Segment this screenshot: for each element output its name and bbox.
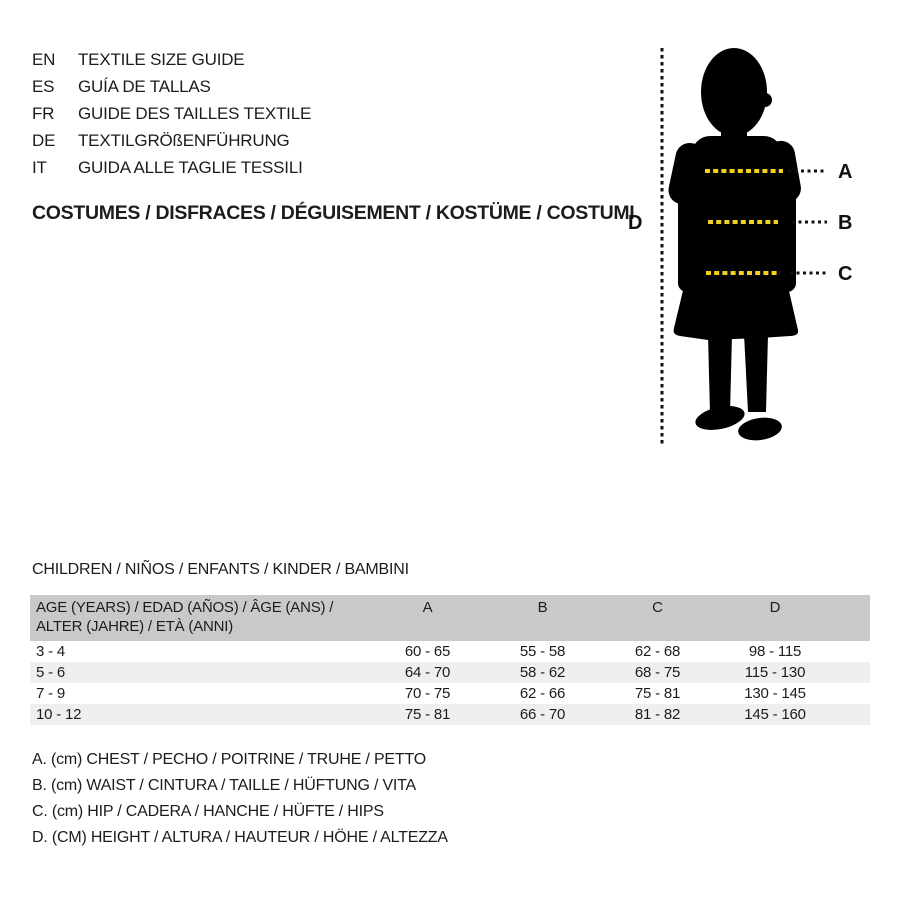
size-row: 7 - 9 70 - 75 62 - 66 75 - 81 130 - 145 bbox=[30, 683, 870, 704]
column-header-b: B bbox=[485, 595, 600, 641]
language-label: GUÍA DE TALLAS bbox=[78, 77, 211, 96]
hip-cell: 75 - 81 bbox=[634, 685, 681, 702]
age-cell: 5 - 6 bbox=[36, 664, 66, 681]
legend-item-hip: C. (cm) HIP / CADERA / HANCHE / HÜFTE / … bbox=[32, 803, 384, 820]
height-cell: 115 - 130 bbox=[744, 664, 806, 681]
age-column-header: AGE (YEARS) / EDAD (AÑOS) / ÂGE (ANS) / … bbox=[30, 595, 370, 641]
waist-cell: 55 - 58 bbox=[519, 643, 566, 660]
size-chart-title: CHILDREN / NIÑOS / ENFANTS / KINDER / BA… bbox=[32, 561, 409, 578]
size-table: AGE (YEARS) / EDAD (AÑOS) / ÂGE (ANS) / … bbox=[30, 595, 870, 725]
language-code: FR bbox=[32, 104, 55, 123]
spacer-column-header bbox=[835, 595, 870, 641]
column-header-c: C bbox=[600, 595, 715, 641]
language-row: EN TEXTILE SIZE GUIDE bbox=[32, 46, 311, 73]
measurement-legend: A. (cm) CHEST / PECHO / POITRINE / TRUHE… bbox=[32, 747, 448, 851]
chest-cell: 75 - 81 bbox=[404, 706, 451, 723]
age-header-line2: ALTER (JAHRE) / ETÀ (ANNI) bbox=[36, 618, 234, 635]
child-silhouette bbox=[668, 48, 801, 441]
age-cell: 7 - 9 bbox=[36, 685, 66, 702]
size-row: 5 - 6 64 - 70 58 - 62 68 - 75 115 - 130 bbox=[30, 662, 870, 683]
hip-cell: 81 - 82 bbox=[634, 706, 681, 723]
age-header-line1: AGE (YEARS) / EDAD (AÑOS) / ÂGE (ANS) / bbox=[36, 599, 334, 616]
waist-cell: 62 - 66 bbox=[519, 685, 566, 702]
language-row: FR GUIDE DES TAILLES TEXTILE bbox=[32, 100, 311, 127]
child-silhouette-diagram: A B C D bbox=[628, 48, 852, 445]
hip-cell: 62 - 68 bbox=[634, 643, 681, 660]
measure-label-c: C bbox=[838, 263, 852, 285]
language-title-list: EN TEXTILE SIZE GUIDE ES GUÍA DE TALLAS … bbox=[32, 46, 311, 181]
chest-cell: 70 - 75 bbox=[404, 685, 451, 702]
language-label: GUIDA ALLE TAGLIE TESSILI bbox=[78, 158, 303, 177]
waist-cell: 58 - 62 bbox=[519, 664, 566, 681]
legend-item-waist: B. (cm) WAIST / CINTURA / TAILLE / HÜFTU… bbox=[32, 777, 417, 794]
size-table-header-row: AGE (YEARS) / EDAD (AÑOS) / ÂGE (ANS) / … bbox=[30, 595, 870, 641]
measure-label-a: A bbox=[838, 161, 852, 183]
age-cell: 10 - 12 bbox=[36, 706, 82, 723]
height-cell: 145 - 160 bbox=[744, 706, 806, 723]
legend-item-chest: A. (cm) CHEST / PECHO / POITRINE / TRUHE… bbox=[32, 751, 427, 768]
measure-label-b: B bbox=[838, 212, 852, 234]
spacer-cell bbox=[835, 641, 870, 662]
measure-lines bbox=[705, 169, 827, 275]
measurement-figure: A B C D bbox=[620, 40, 880, 460]
height-cell: 130 - 145 bbox=[744, 685, 806, 702]
language-row: DE TEXTILGRÖßENFÜHRUNG bbox=[32, 127, 311, 154]
chest-cell: 60 - 65 bbox=[404, 643, 451, 660]
language-code: DE bbox=[32, 131, 56, 150]
language-code: EN bbox=[32, 50, 56, 69]
size-row: 10 - 12 75 - 81 66 - 70 81 - 82 145 - 16… bbox=[30, 704, 870, 725]
legend-item-height: D. (CM) HEIGHT / ALTURA / HAUTEUR / HÖHE… bbox=[32, 829, 448, 846]
language-code: IT bbox=[32, 158, 47, 177]
chest-cell: 64 - 70 bbox=[404, 664, 451, 681]
language-label: TEXTILE SIZE GUIDE bbox=[78, 50, 245, 69]
height-cell: 98 - 115 bbox=[748, 643, 802, 660]
column-header-d: D bbox=[715, 595, 835, 641]
size-row: 3 - 4 60 - 65 55 - 58 62 - 68 98 - 115 bbox=[30, 641, 870, 662]
language-label: TEXTILGRÖßENFÜHRUNG bbox=[78, 131, 290, 150]
category-title: COSTUMES / DISFRACES / DÉGUISEMENT / KOS… bbox=[32, 202, 635, 224]
language-row: IT GUIDA ALLE TAGLIE TESSILI bbox=[32, 154, 311, 181]
hip-cell: 68 - 75 bbox=[634, 664, 681, 681]
column-header-a: A bbox=[370, 595, 485, 641]
language-code: ES bbox=[32, 77, 55, 96]
spacer-cell bbox=[835, 662, 870, 683]
measure-label-d: D bbox=[628, 212, 642, 234]
waist-cell: 66 - 70 bbox=[519, 706, 566, 723]
age-cell: 3 - 4 bbox=[36, 643, 66, 660]
spacer-cell bbox=[835, 704, 870, 725]
spacer-cell bbox=[835, 683, 870, 704]
language-row: ES GUÍA DE TALLAS bbox=[32, 73, 311, 100]
language-label: GUIDE DES TAILLES TEXTILE bbox=[78, 104, 312, 123]
